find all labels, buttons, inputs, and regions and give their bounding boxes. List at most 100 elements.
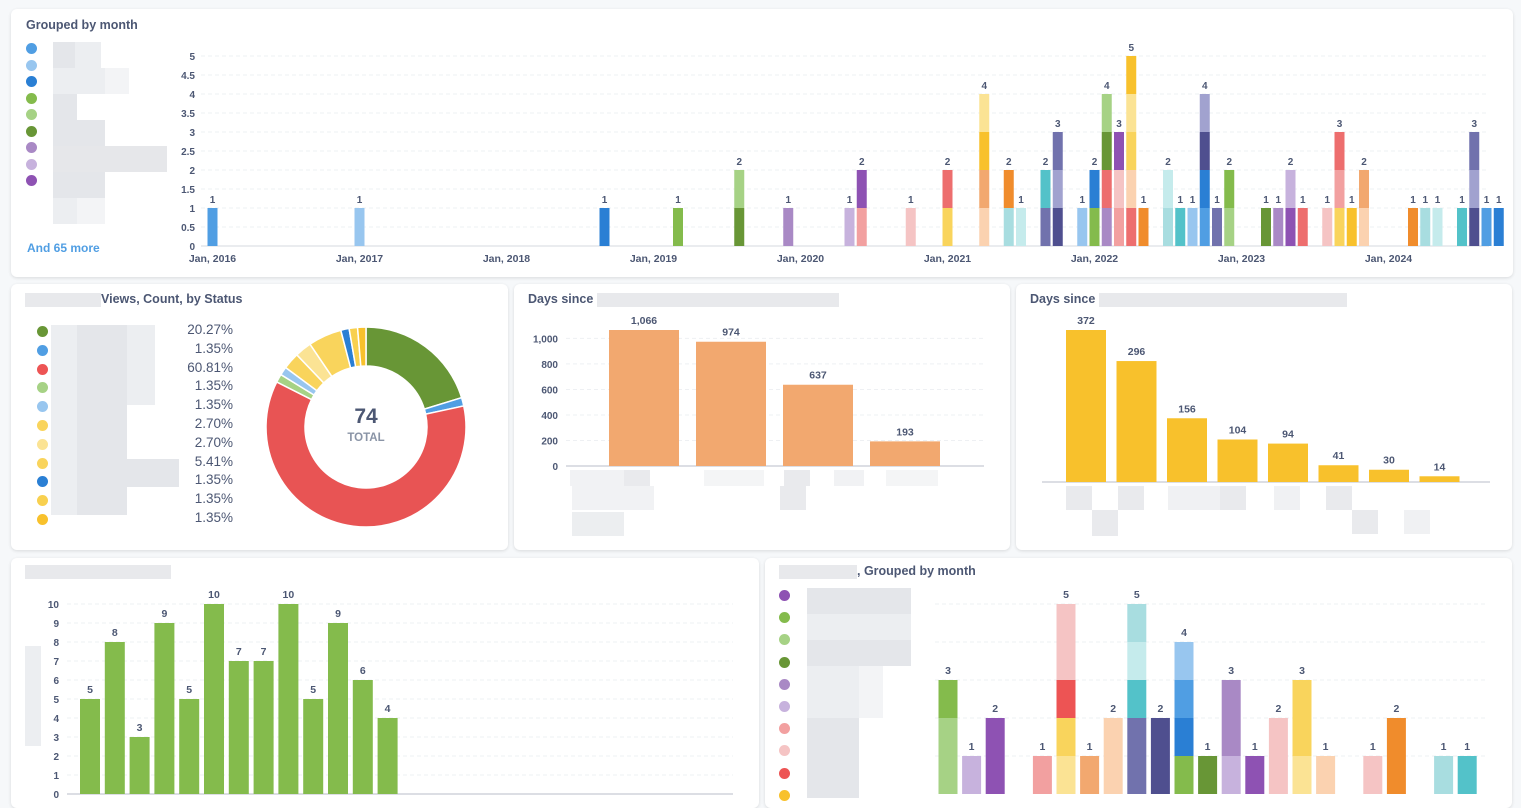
- data-label: 1: [602, 195, 608, 206]
- legend-dot[interactable]: [37, 438, 48, 450]
- donut-slice: [265, 380, 467, 528]
- legend-dot[interactable]: [779, 701, 790, 712]
- card-title[interactable]: Views, Count, by Status: [25, 292, 242, 307]
- legend-dot[interactable]: [37, 476, 48, 488]
- card-title[interactable]: [25, 564, 171, 579]
- data-label: 5: [186, 684, 192, 696]
- card-title-text: Views, Count, by Status: [101, 292, 243, 306]
- y-tick-label: 0: [189, 242, 195, 253]
- bar-segment: [1261, 208, 1271, 246]
- data-label: 2: [1110, 703, 1116, 715]
- data-label: 1: [1441, 741, 1447, 753]
- y-tick-label: 8: [53, 638, 59, 649]
- data-label: 104: [1229, 425, 1247, 437]
- bar-segment: [979, 170, 990, 208]
- bar: [1318, 465, 1359, 482]
- bar: [204, 604, 224, 794]
- legend-dot[interactable]: [37, 457, 48, 469]
- data-label: 4: [385, 703, 391, 715]
- y-tick-label: 1: [53, 771, 59, 782]
- legend-dot[interactable]: [26, 109, 37, 120]
- legend-dot[interactable]: [37, 326, 48, 337]
- bar: [696, 341, 766, 466]
- data-label: 8: [112, 627, 118, 639]
- legend-dot[interactable]: [37, 495, 48, 507]
- bar-segment: [1101, 208, 1112, 246]
- bar-segment: [905, 208, 916, 246]
- data-label: 4: [1104, 81, 1110, 92]
- legend-dot[interactable]: [779, 745, 790, 757]
- legend-dot[interactable]: [37, 401, 48, 413]
- data-label: 1: [1087, 741, 1093, 753]
- bar: [1369, 469, 1409, 482]
- legend-dot[interactable]: [779, 723, 790, 735]
- bar-segment: [1052, 170, 1063, 208]
- and-more-link[interactable]: And 65 more: [27, 241, 100, 255]
- bar-segment: [1457, 756, 1477, 794]
- legend-dot[interactable]: [26, 158, 37, 170]
- legend-dot[interactable]: [779, 590, 790, 601]
- legend-dot[interactable]: [779, 767, 790, 779]
- legend-dot[interactable]: [779, 678, 790, 690]
- legend-percent: 20.27%: [187, 322, 233, 337]
- card-title[interactable]: , Grouped by month: [779, 564, 976, 579]
- bar-segment: [1174, 718, 1194, 756]
- legend-dot[interactable]: [26, 175, 37, 186]
- bar-segment: [985, 718, 1005, 794]
- data-label: 1: [847, 195, 853, 206]
- bar-segment: [1163, 208, 1173, 246]
- monthly-stacked-bar-chart: 3 1 2 1 5 1 2 5 2 4 1 3 1 2 3 1 1 2 1 1: [935, 589, 1485, 794]
- data-label: 2: [1043, 157, 1049, 168]
- legend-dot[interactable]: [779, 656, 790, 668]
- redacted-axis-label: [1168, 486, 1220, 510]
- data-label: 1: [1252, 741, 1258, 753]
- card-title[interactable]: Days since: [528, 292, 839, 307]
- legend-dot[interactable]: [37, 514, 48, 525]
- y-tick-label: 3: [189, 128, 195, 139]
- bar-segment: [1221, 756, 1241, 794]
- bar-segment: [1089, 208, 1100, 246]
- bar-segment: [1174, 642, 1194, 680]
- bar-segment: [1127, 680, 1147, 718]
- bar-segment: [938, 680, 958, 718]
- bar-segment: [1114, 132, 1124, 170]
- legend-dot[interactable]: [779, 789, 790, 801]
- legend-dot[interactable]: [26, 76, 37, 87]
- card-title[interactable]: Grouped by month: [26, 18, 138, 32]
- legend-dot[interactable]: [37, 363, 48, 375]
- legend-dot[interactable]: [26, 43, 37, 54]
- data-label: 3: [1299, 665, 1305, 677]
- legend-dot[interactable]: [37, 420, 48, 431]
- bar-segment: [1175, 208, 1186, 246]
- bar-segment: [1101, 132, 1112, 170]
- bar-segment: [1080, 756, 1100, 794]
- card-title[interactable]: Days since: [1030, 292, 1347, 307]
- bar-segment: [1126, 132, 1137, 170]
- legend-dot[interactable]: [779, 612, 790, 624]
- data-label: 3: [1116, 119, 1122, 130]
- legend-dot[interactable]: [26, 59, 37, 71]
- bar-segment: [1138, 208, 1149, 246]
- legend-dot[interactable]: [37, 382, 48, 394]
- bar-segment: [1114, 208, 1124, 246]
- bar-segment: [1334, 170, 1345, 208]
- bar-segment: [1089, 170, 1100, 208]
- legend-percent: 1.35%: [194, 378, 233, 394]
- legend-dot[interactable]: [26, 92, 37, 104]
- legend-dot[interactable]: [37, 344, 48, 356]
- y-tick-label: 0: [53, 790, 59, 801]
- y-tick-label: 200: [541, 436, 558, 447]
- bar: [870, 441, 940, 466]
- redacted-axis-label: [834, 470, 864, 486]
- y-tick-label: 3: [53, 733, 59, 744]
- legend-dot[interactable]: [26, 142, 37, 153]
- bar-segment: [1493, 208, 1504, 246]
- data-label: 3: [1055, 119, 1061, 130]
- data-label: 4: [1181, 627, 1187, 639]
- bar-segment: [1003, 170, 1014, 208]
- legend-dot[interactable]: [26, 125, 37, 137]
- bar-segment: [1056, 680, 1076, 718]
- redacted-text: [25, 564, 171, 579]
- legend-dot[interactable]: [779, 634, 790, 646]
- legend-percent: 5.41%: [194, 453, 233, 469]
